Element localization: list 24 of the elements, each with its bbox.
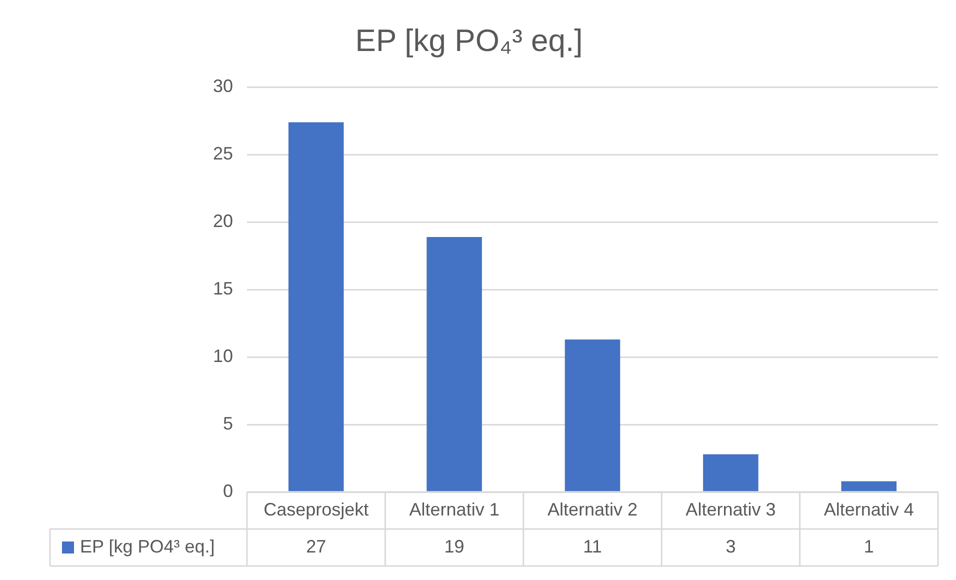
y-tick-label: 25 <box>212 144 233 164</box>
data-label: 11 <box>583 536 602 556</box>
data-label: 19 <box>444 536 464 556</box>
legend-label: EP [kg PO4³ eq.] <box>80 536 215 556</box>
bar <box>288 122 344 492</box>
x-tick-label: Alternativ 4 <box>824 499 914 520</box>
data-label: 27 <box>306 536 326 556</box>
bar <box>841 481 897 492</box>
y-tick-label: 15 <box>212 278 233 299</box>
x-tick-label: Alternativ 1 <box>409 499 500 520</box>
chart-title: EP [kg PO₄³ eq.] <box>355 23 583 58</box>
y-tick-label: 20 <box>212 211 233 232</box>
bar <box>426 236 482 492</box>
y-tick-label: 0 <box>222 480 233 501</box>
y-tick-label: 30 <box>212 76 233 96</box>
bar <box>703 454 758 492</box>
x-tick-label: Alternativ 3 <box>686 499 776 520</box>
bar <box>564 340 620 492</box>
data-label: 1 <box>864 536 874 556</box>
x-tick-label: Caseprosjekt <box>264 499 369 520</box>
data-label: 3 <box>726 536 736 556</box>
y-tick-label: 10 <box>212 346 233 366</box>
y-tick-label: 5 <box>222 414 233 434</box>
x-tick-label: Alternativ 2 <box>547 499 638 520</box>
